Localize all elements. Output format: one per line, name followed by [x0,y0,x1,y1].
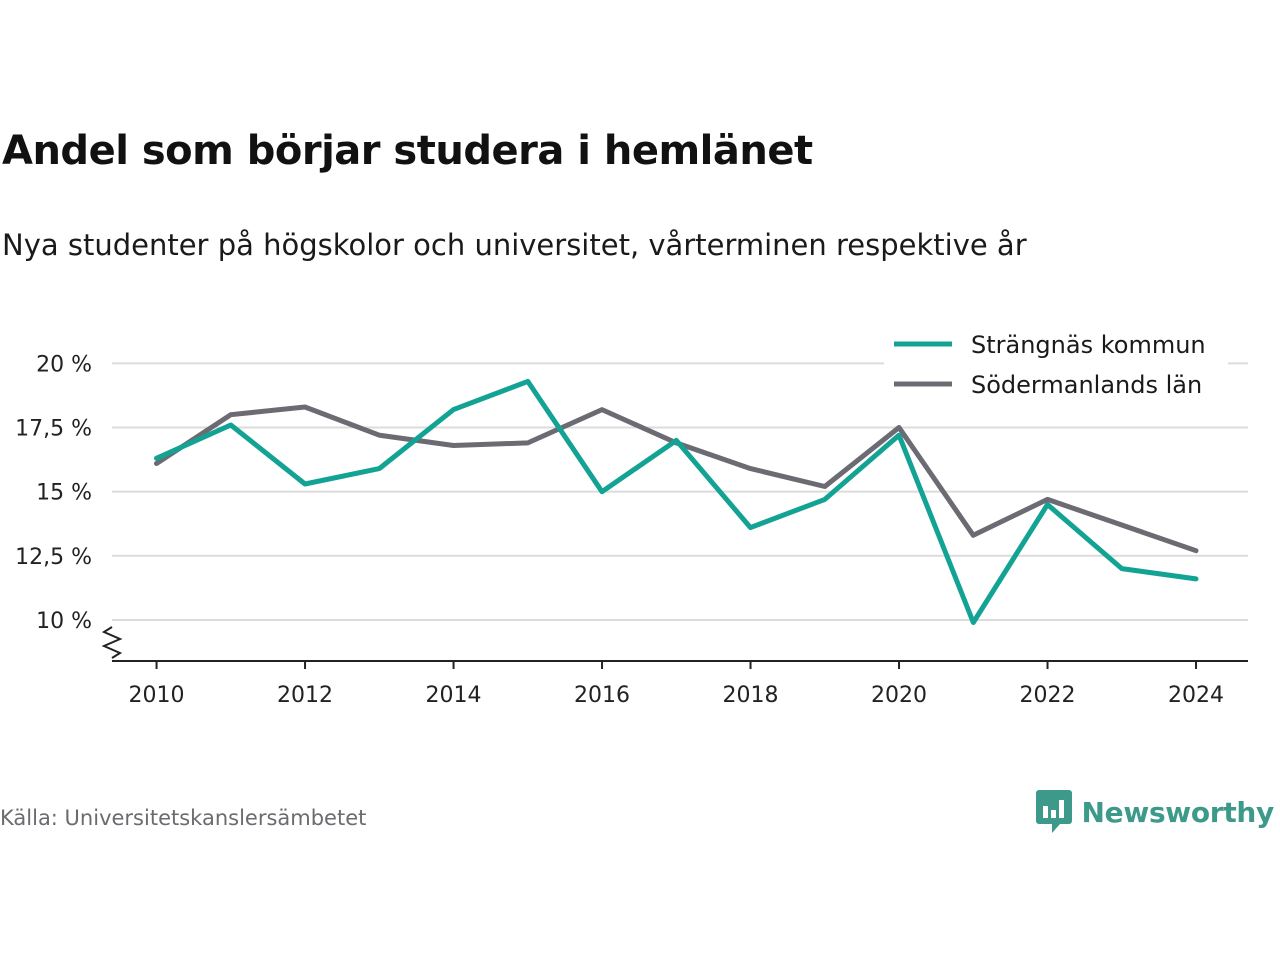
x-tick-label: 2022 [1020,683,1076,708]
y-tick-label: 12,5 % [15,545,92,570]
x-tick-label: 2014 [426,683,482,708]
y-axis: 20 % 17,5 % 15 % 12,5 % 10 % [15,352,123,659]
series-lines [154,378,1199,625]
source-note: Källa: Universitetskanslersämbetet [0,806,367,830]
series-line-sodermanland [154,404,1199,554]
legend-background [884,326,1228,410]
x-tick-label: 2010 [129,683,185,708]
y-tick-label: 20 % [36,352,92,377]
y-tick-label: 15 % [36,481,92,506]
newsworthy-logo-icon [1035,790,1072,833]
x-tick-label: 2012 [277,683,333,708]
x-tick-label: 2024 [1168,683,1224,708]
x-axis: 2010 2012 2014 2016 2018 2020 2022 2024 [112,660,1248,708]
brand-name: Newsworthy [1081,795,1275,829]
line-chart: 20 %17,5 %15 %12,5 %10 % 2010 2012 2014 201… [15,326,1248,708]
legend-label: Strängnäs kommun [971,331,1206,359]
y-tick-label: 10 % [36,609,92,634]
chart-title: Andel som börjar studera i hemlänet [2,128,813,174]
series-line-strangnas [154,378,1199,625]
x-tick-label: 2018 [723,683,779,708]
legend: Strängnäs kommun Södermanlands län [884,326,1228,410]
y-tick-label: 17,5 % [15,417,92,442]
brand-logo[interactable]: Newsworthy [1035,790,1275,834]
chart-subtitle: Nya studenter på högskolor och universit… [2,228,1027,262]
axis-break-mark [101,626,123,659]
legend-label: Södermanlands län [971,371,1202,399]
x-tick-label: 2016 [574,683,630,708]
x-tick-label: 2020 [871,683,927,708]
